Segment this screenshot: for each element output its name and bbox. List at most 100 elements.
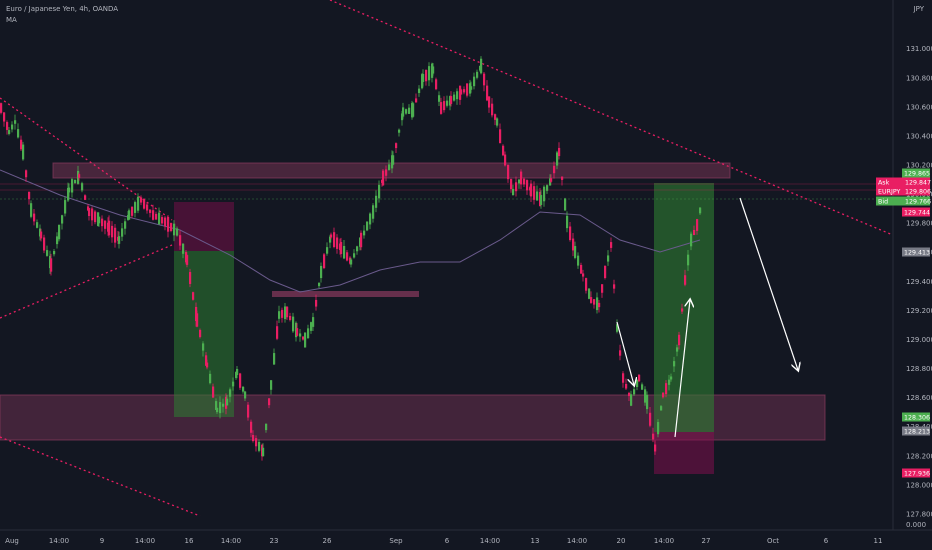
candle-up xyxy=(353,253,356,258)
candle-down xyxy=(530,183,533,197)
candle-up xyxy=(17,129,20,138)
candle-down xyxy=(247,404,250,418)
candle-up xyxy=(124,221,127,229)
trendline-left-ascending[interactable] xyxy=(0,244,173,319)
candle-up xyxy=(630,394,633,406)
candle-down xyxy=(558,147,561,157)
candle-up xyxy=(670,376,673,380)
zone-mid-level[interactable] xyxy=(272,291,419,297)
price-labels-group: 129.865 Ask 129.847 EURJPY 129.806 Bid 129.766… xyxy=(876,168,931,478)
price-flag xyxy=(902,247,930,257)
candle-down xyxy=(638,374,641,382)
candle-up xyxy=(182,243,185,254)
candle-down xyxy=(340,242,343,254)
candle-up xyxy=(307,328,310,339)
candle-down xyxy=(268,398,271,406)
candle-down xyxy=(140,197,143,203)
price-flag-label: Bid xyxy=(878,199,888,206)
candle-up xyxy=(633,389,636,395)
time-tick-label: 14:00 xyxy=(654,537,674,545)
price-tick-label: 129.400 xyxy=(906,278,932,286)
candle-up xyxy=(343,245,346,259)
candle-up xyxy=(596,297,599,311)
candle-up xyxy=(470,86,473,90)
candle-down xyxy=(684,275,687,285)
candle-down xyxy=(510,178,513,190)
time-tick-label: Sep xyxy=(389,537,403,545)
candle-down xyxy=(170,223,173,231)
candle-up xyxy=(98,216,101,224)
price-tick-label: 129.800 xyxy=(906,220,932,228)
long-position-1-profit[interactable] xyxy=(174,251,234,417)
time-tick-label: 14:00 xyxy=(49,537,69,545)
time-tick-label: 27 xyxy=(702,537,711,545)
candle-down xyxy=(108,220,111,236)
time-tick-label: 9 xyxy=(100,537,104,545)
indicator-label[interactable]: MA xyxy=(6,16,17,24)
candle-down xyxy=(114,227,117,243)
time-tick-label: 14:00 xyxy=(567,537,587,545)
candle-down xyxy=(463,89,466,93)
candle-up xyxy=(226,398,229,406)
candle-up xyxy=(258,441,261,451)
candle-up xyxy=(64,200,67,214)
candle-down xyxy=(665,383,668,395)
candle-down xyxy=(192,292,195,300)
candle-up xyxy=(388,164,391,170)
candle-down xyxy=(0,103,3,113)
candle-down xyxy=(40,231,43,239)
candle-down xyxy=(91,208,94,221)
candle-down xyxy=(146,204,149,211)
candle-up xyxy=(173,223,176,236)
candle-down xyxy=(255,438,258,447)
candle-up xyxy=(518,179,521,184)
candle-up xyxy=(428,66,431,81)
candle-down xyxy=(662,392,665,398)
price-flag-value: 129.847 xyxy=(905,180,931,187)
candle-down xyxy=(515,182,518,192)
candle-down xyxy=(6,122,9,130)
candle-down xyxy=(619,350,622,356)
arrow-up[interactable] xyxy=(674,300,690,438)
long-position-2-stop[interactable] xyxy=(654,432,714,474)
time-tick-label: 16 xyxy=(185,537,194,545)
candle-up xyxy=(58,224,61,240)
candle-down xyxy=(161,217,164,224)
candle-up xyxy=(270,380,273,390)
candle-up xyxy=(660,406,663,411)
price-flag-label: 128.306 xyxy=(904,415,930,422)
candle-up xyxy=(118,236,121,244)
trendline-lower-descending[interactable] xyxy=(0,436,201,517)
candle-down xyxy=(443,101,446,111)
candle-down xyxy=(196,313,199,327)
candle-up xyxy=(375,195,378,208)
candle-up xyxy=(121,228,124,237)
candle-up xyxy=(453,94,456,101)
candle-down xyxy=(131,206,134,216)
candle-down xyxy=(693,229,696,236)
chart-legend[interactable]: Euro / Japanese Yen, 4h, OANDA MA xyxy=(6,4,118,26)
candle-up xyxy=(265,423,268,431)
arrow-down-2[interactable] xyxy=(739,197,798,370)
long-position-2-profit[interactable] xyxy=(654,183,714,432)
candle-up xyxy=(236,368,239,376)
candle-down xyxy=(466,83,469,96)
candle-down xyxy=(111,225,114,238)
candle-up xyxy=(299,333,302,337)
time-tick-label: 23 xyxy=(270,537,279,545)
candle-up xyxy=(549,178,552,186)
candle-up xyxy=(356,246,359,252)
price-flag-label: 129.413 xyxy=(904,250,930,257)
candle-up xyxy=(687,254,690,266)
arrow-down-1[interactable] xyxy=(616,321,634,385)
symbol-title[interactable]: Euro / Japanese Yen, 4h, OANDA xyxy=(6,5,119,13)
candle-down xyxy=(382,170,385,186)
long-position-1-target[interactable] xyxy=(174,202,234,251)
candle-down xyxy=(526,180,529,191)
price-flag-label: 129.744 xyxy=(904,210,930,217)
candle-up xyxy=(312,317,315,327)
candle-down xyxy=(507,164,510,180)
candle-down xyxy=(78,174,81,178)
